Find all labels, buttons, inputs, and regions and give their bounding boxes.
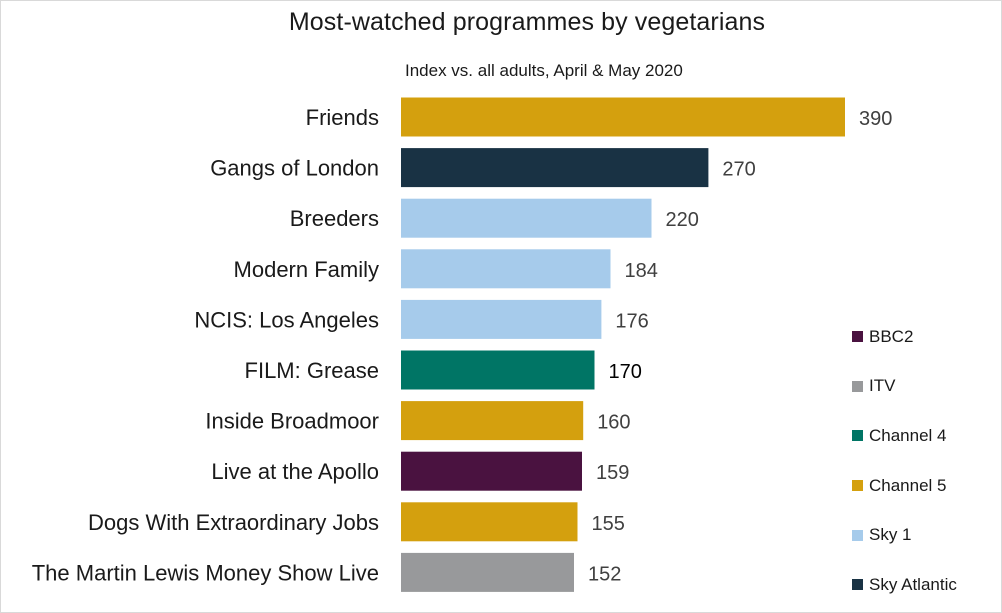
bar	[401, 299, 602, 339]
legend-swatch	[852, 529, 863, 541]
chart-subtitle: Index vs. all adults, April & May 2020	[405, 61, 683, 80]
bar	[401, 502, 578, 542]
legend-label: Channel 4	[869, 425, 947, 445]
bar	[401, 198, 652, 238]
category-label: Live at the Apollo	[211, 459, 379, 484]
category-label: Modern Family	[234, 257, 379, 282]
value-label: 155	[592, 513, 625, 535]
chart-title: Most-watched programmes by vegetarians	[288, 8, 766, 36]
category-label: Dogs With Extraordinary Jobs	[88, 510, 379, 535]
category-label: FILM: Grease	[245, 358, 379, 383]
legend-item: Sky Atlantic	[852, 560, 957, 610]
value-label: 152	[588, 563, 621, 585]
value-label: 390	[859, 108, 892, 130]
legend-swatch	[852, 480, 863, 492]
legend-item: BBC2	[852, 312, 957, 362]
bar	[401, 401, 584, 441]
value-label: 184	[625, 260, 658, 282]
bar	[401, 97, 845, 137]
legend-swatch	[852, 380, 863, 392]
bar	[401, 552, 574, 592]
bar	[401, 249, 611, 289]
category-label: NCIS: Los Angeles	[194, 307, 379, 332]
category-label: Friends	[306, 105, 379, 130]
legend-item: ITV	[852, 362, 957, 412]
legend-label: ITV	[869, 376, 896, 396]
legend-label: Channel 5	[869, 475, 947, 495]
value-label: 176	[615, 310, 648, 332]
category-label: Breeders	[290, 206, 379, 231]
bar	[401, 350, 595, 390]
legend-swatch	[852, 430, 863, 442]
category-label: Inside Broadmoor	[205, 409, 379, 434]
legend-label: Sky 1	[869, 525, 912, 545]
legend-item: Sky 1	[852, 510, 957, 560]
bar	[401, 451, 582, 491]
value-label: 170	[609, 361, 642, 383]
category-label: Gangs of London	[210, 156, 379, 181]
legend-swatch	[852, 579, 863, 591]
legend-label: Sky Atlantic	[869, 574, 957, 594]
legend-label: BBC2	[869, 326, 914, 346]
value-label: 159	[596, 462, 629, 484]
legend-item: Channel 4	[852, 411, 957, 461]
bar	[401, 148, 709, 188]
value-label: 160	[597, 412, 630, 434]
value-label: 220	[666, 209, 699, 231]
legend-item: Channel 5	[852, 461, 957, 511]
category-label: The Martin Lewis Money Show Live	[32, 560, 379, 585]
value-label: 270	[722, 159, 755, 181]
legend-swatch	[852, 331, 863, 343]
legend: BBC2 ITV Channel 4 Channel 5 Sky 1 Sky Atlant…	[852, 312, 957, 610]
